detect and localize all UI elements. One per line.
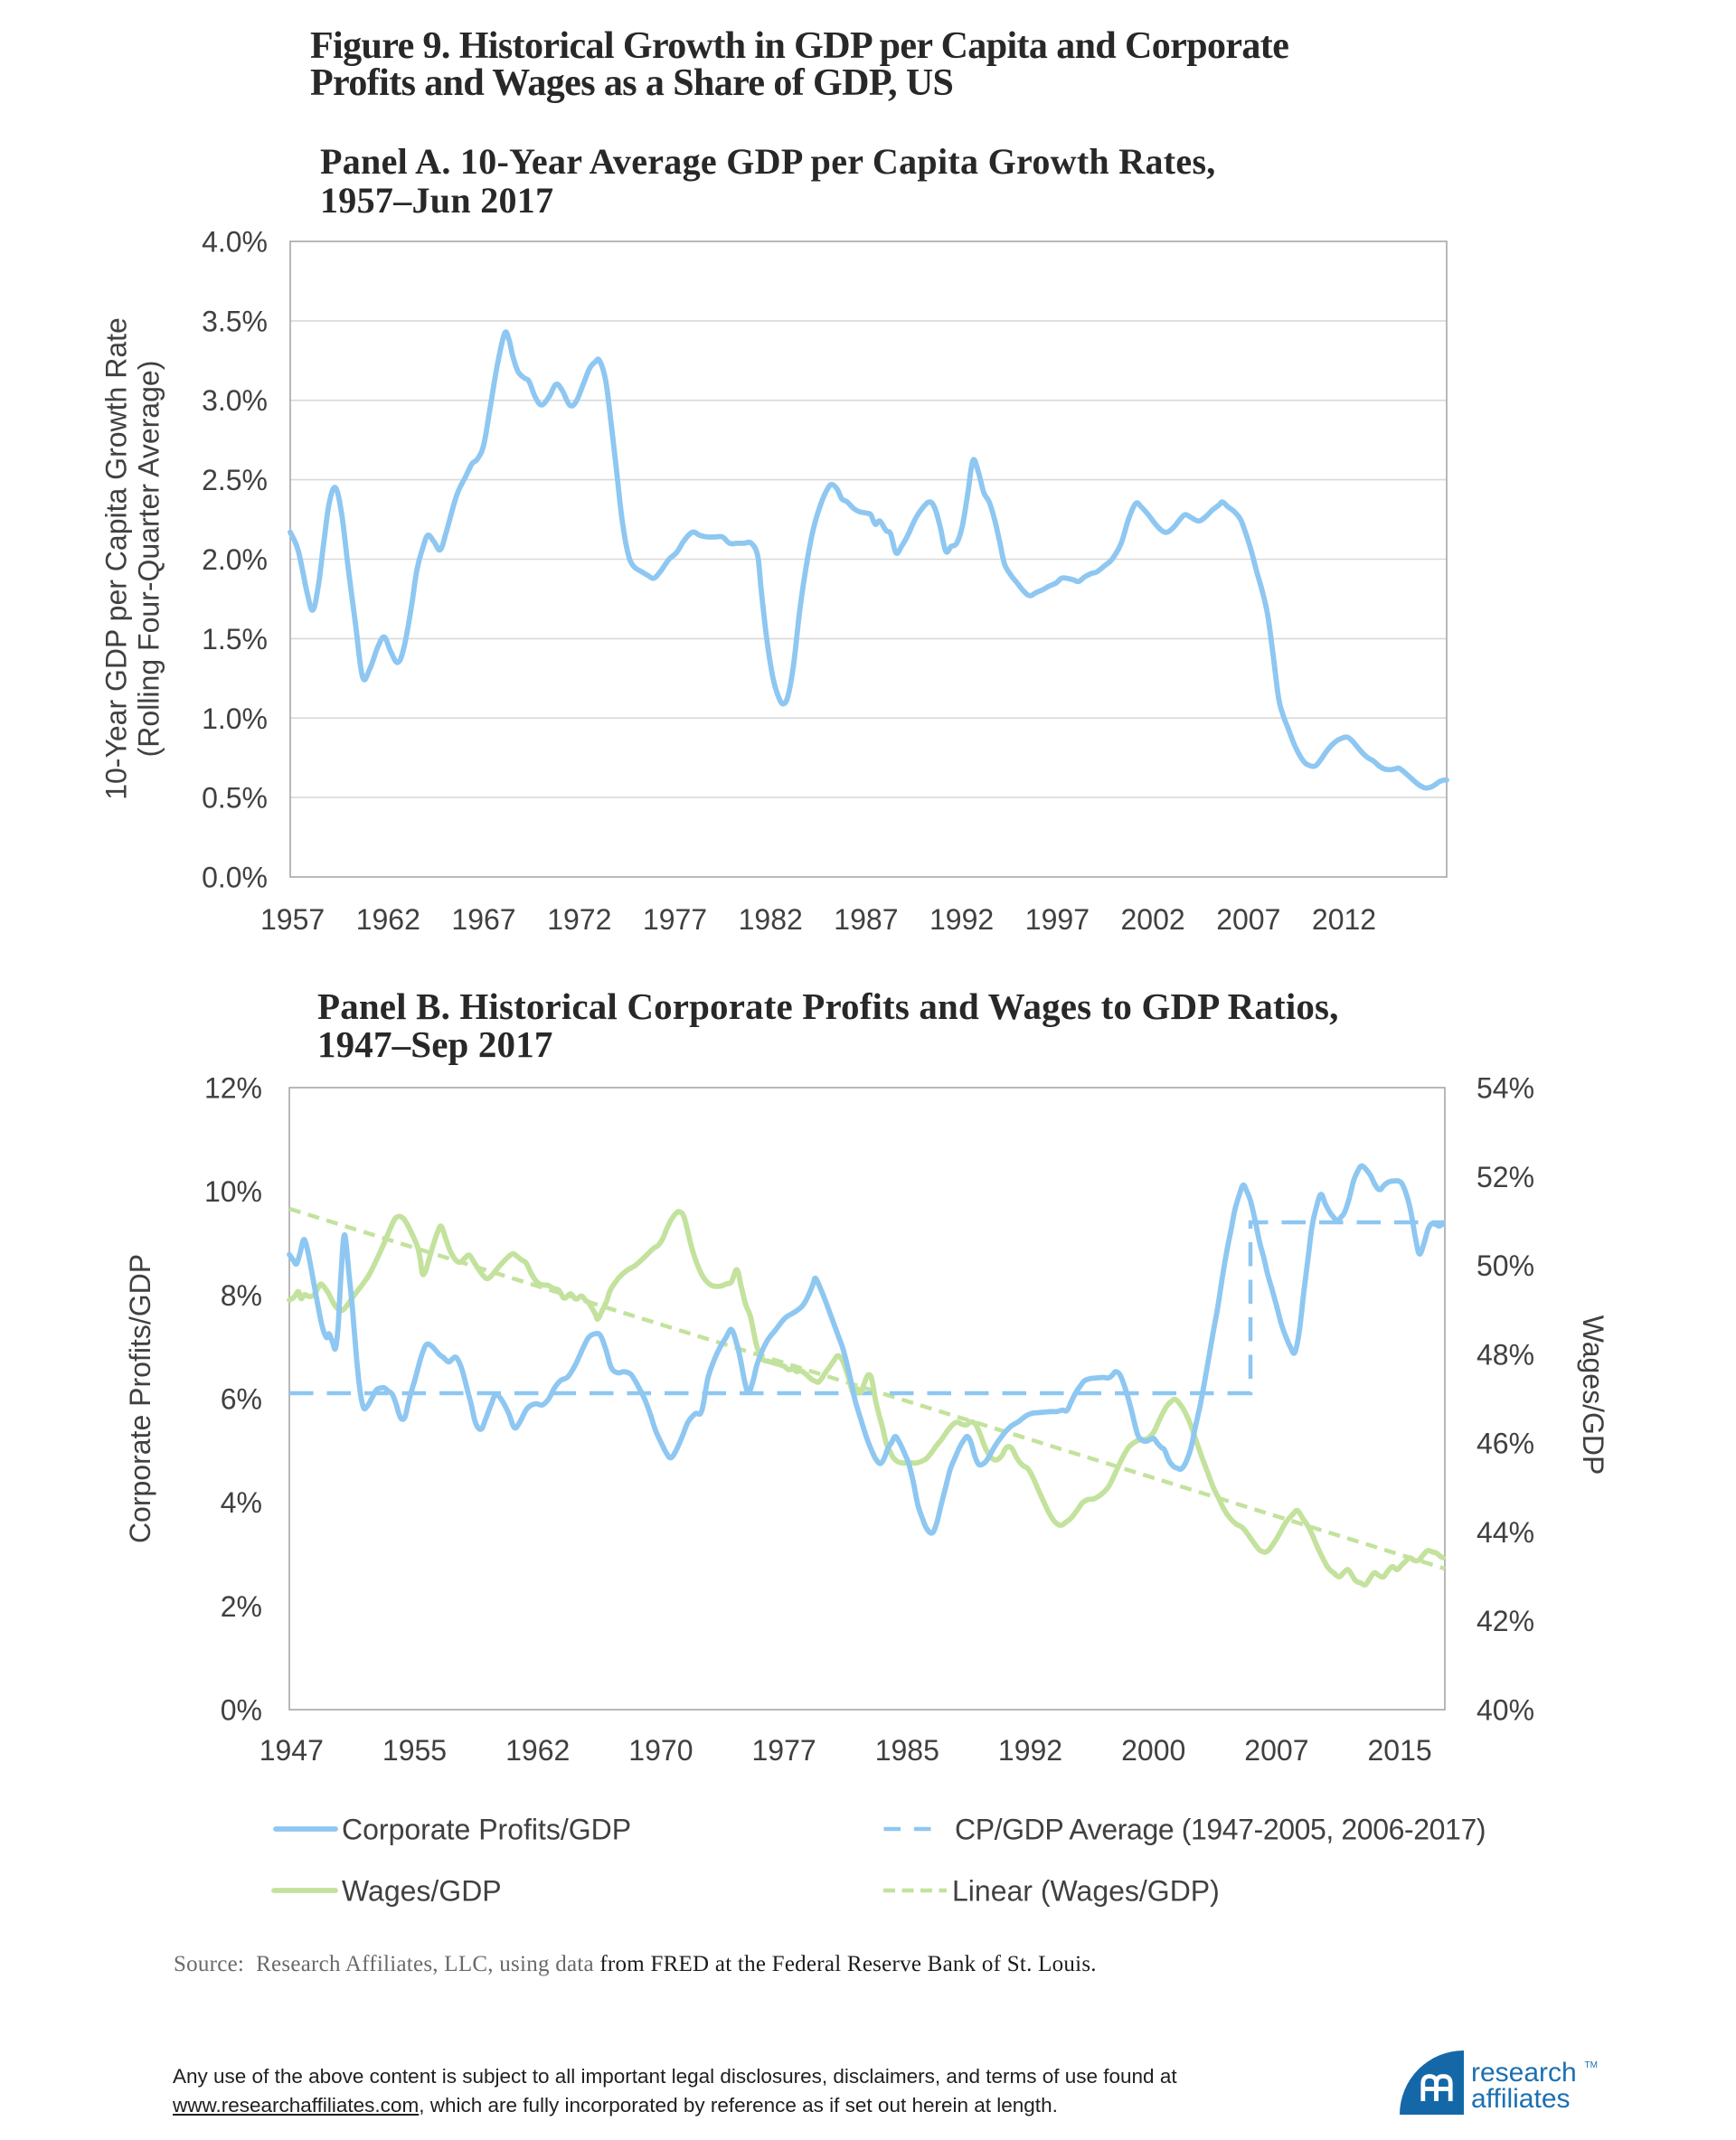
svg-text:40%: 40% <box>1477 1694 1534 1727</box>
svg-text:1.5%: 1.5% <box>202 623 268 655</box>
svg-text:1967: 1967 <box>451 903 515 936</box>
svg-text:2007: 2007 <box>1216 903 1280 936</box>
svg-text:1962: 1962 <box>356 903 420 936</box>
svg-text:2015: 2015 <box>1368 1734 1432 1767</box>
svg-text:TM: TM <box>1585 2060 1598 2070</box>
svg-text:1985: 1985 <box>875 1734 939 1767</box>
svg-text:1987: 1987 <box>834 903 898 936</box>
svg-text:6%: 6% <box>221 1383 262 1416</box>
svg-text:1972: 1972 <box>547 903 611 936</box>
svg-text:52%: 52% <box>1477 1161 1534 1193</box>
svg-text:50%: 50% <box>1477 1249 1534 1282</box>
svg-text:2%: 2% <box>221 1590 262 1623</box>
svg-text:1957: 1957 <box>260 903 325 936</box>
svg-text:2007: 2007 <box>1244 1734 1308 1767</box>
svg-text:3.5%: 3.5% <box>202 305 268 337</box>
svg-text:1947: 1947 <box>259 1734 324 1767</box>
svg-text:2002: 2002 <box>1121 903 1185 936</box>
svg-text:1992: 1992 <box>998 1734 1062 1767</box>
svg-text:4.0%: 4.0% <box>202 226 268 259</box>
svg-text:10-Year GDP per Capita Growth: 10-Year GDP per Capita Growth Rate(Rolli… <box>100 317 165 800</box>
svg-text:4%: 4% <box>221 1486 262 1519</box>
svg-text:2.0%: 2.0% <box>202 543 268 576</box>
svg-text:46%: 46% <box>1477 1428 1534 1460</box>
svg-text:2.5%: 2.5% <box>202 464 268 496</box>
svg-text:12%: 12% <box>204 1072 262 1105</box>
svg-text:42%: 42% <box>1477 1605 1534 1637</box>
svg-text:1970: 1970 <box>628 1734 693 1767</box>
svg-text:affiliates: affiliates <box>1471 2084 1571 2114</box>
svg-text:1.0%: 1.0% <box>202 702 268 735</box>
svg-text:10%: 10% <box>204 1175 262 1208</box>
svg-text:0.5%: 0.5% <box>202 782 268 815</box>
svg-text:1977: 1977 <box>643 903 707 936</box>
svg-text:1955: 1955 <box>382 1734 447 1767</box>
svg-text:1977: 1977 <box>752 1734 816 1767</box>
svg-text:1992: 1992 <box>929 903 994 936</box>
svg-text:Wages/GDP: Wages/GDP <box>342 1875 502 1908</box>
svg-text:Corporate Profits/GDP: Corporate Profits/GDP <box>124 1254 156 1543</box>
svg-text:1962: 1962 <box>505 1734 570 1767</box>
svg-text:CP/GDP Average (1947-2005, 200: CP/GDP Average (1947-2005, 2006-2017) <box>955 1814 1486 1846</box>
svg-text:54%: 54% <box>1477 1072 1534 1105</box>
svg-text:Linear (Wages/GDP): Linear (Wages/GDP) <box>952 1875 1220 1908</box>
svg-text:0%: 0% <box>221 1694 262 1727</box>
svg-text:1982: 1982 <box>739 903 803 936</box>
svg-text:2012: 2012 <box>1312 903 1376 936</box>
svg-text:3.0%: 3.0% <box>202 384 268 417</box>
svg-text:48%: 48% <box>1477 1338 1534 1371</box>
svg-text:research: research <box>1471 2058 1577 2088</box>
svg-text:44%: 44% <box>1477 1516 1534 1549</box>
svg-text:Corporate Profits/GDP: Corporate Profits/GDP <box>342 1814 631 1846</box>
svg-text:1997: 1997 <box>1025 903 1090 936</box>
svg-text:2000: 2000 <box>1121 1734 1185 1767</box>
svg-text:8%: 8% <box>221 1279 262 1312</box>
svg-text:0.0%: 0.0% <box>202 862 268 894</box>
svg-text:Wages/GDP: Wages/GDP <box>1577 1315 1609 1475</box>
